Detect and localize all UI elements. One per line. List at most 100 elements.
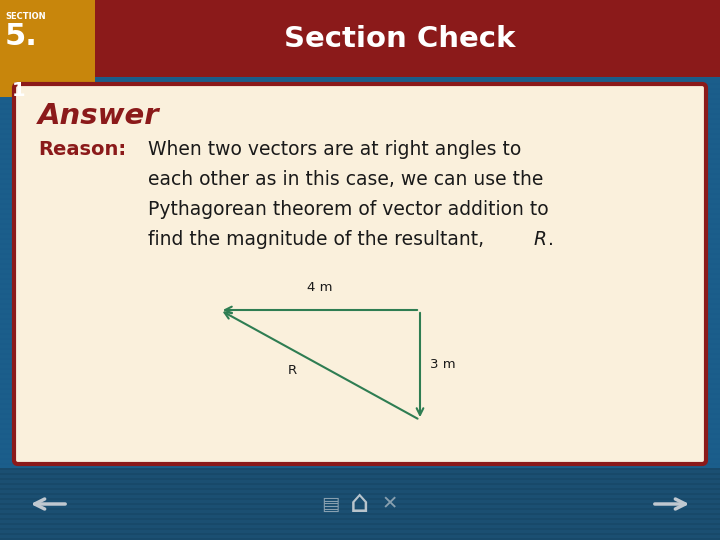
Bar xyxy=(0,468,720,540)
Bar xyxy=(0,198,720,200)
Bar xyxy=(0,477,720,480)
Text: Pythagorean theorem of vector addition to: Pythagorean theorem of vector addition t… xyxy=(148,200,549,219)
Bar xyxy=(0,462,720,465)
Text: ✕: ✕ xyxy=(382,495,398,514)
Bar xyxy=(0,213,720,215)
Bar xyxy=(0,63,720,65)
Text: 5.: 5. xyxy=(5,22,38,51)
Bar xyxy=(0,532,720,535)
Bar xyxy=(0,307,720,310)
Text: R: R xyxy=(533,230,546,249)
Bar xyxy=(0,8,720,10)
Bar xyxy=(0,448,720,450)
Bar xyxy=(0,503,720,505)
Bar xyxy=(0,127,720,130)
Bar xyxy=(0,508,720,510)
Bar xyxy=(0,103,720,105)
Bar xyxy=(0,353,720,355)
Bar xyxy=(0,453,720,455)
Bar xyxy=(0,238,720,240)
Bar xyxy=(0,373,720,375)
Bar xyxy=(0,313,720,315)
Bar xyxy=(0,192,720,195)
Bar xyxy=(0,397,720,400)
Bar xyxy=(0,218,720,220)
Bar xyxy=(0,377,720,380)
Bar xyxy=(0,132,720,135)
Bar xyxy=(0,183,720,185)
Bar xyxy=(0,253,720,255)
Bar xyxy=(0,333,720,335)
Text: find the magnitude of the resultant,: find the magnitude of the resultant, xyxy=(148,230,490,249)
Text: each other as in this case, we can use the: each other as in this case, we can use t… xyxy=(148,170,544,189)
Bar xyxy=(0,382,720,385)
Bar xyxy=(0,28,720,30)
Bar xyxy=(0,503,720,505)
Bar xyxy=(0,327,720,330)
Bar xyxy=(0,187,720,190)
Bar xyxy=(0,112,720,115)
Bar xyxy=(0,338,720,340)
Bar xyxy=(0,227,720,230)
Bar xyxy=(0,472,720,475)
Text: .: . xyxy=(548,230,554,249)
Bar xyxy=(0,202,720,205)
Bar xyxy=(0,402,720,405)
Bar xyxy=(0,468,720,470)
Bar xyxy=(0,497,720,500)
Bar xyxy=(0,468,720,470)
Bar xyxy=(0,483,720,485)
Text: Answer: Answer xyxy=(38,102,160,130)
Bar xyxy=(0,0,95,97)
Bar xyxy=(0,48,720,50)
Bar xyxy=(0,17,720,20)
Bar xyxy=(0,512,720,515)
Bar xyxy=(0,523,720,525)
Text: Reason:: Reason: xyxy=(38,140,126,159)
Bar xyxy=(0,72,720,75)
Text: 4 m: 4 m xyxy=(307,281,333,294)
Bar xyxy=(0,52,720,55)
Bar xyxy=(0,262,720,265)
Text: 3 m: 3 m xyxy=(430,359,456,372)
Bar xyxy=(0,472,720,475)
Text: ⌂: ⌂ xyxy=(351,489,369,518)
Bar xyxy=(0,43,720,45)
Bar xyxy=(0,0,720,77)
Bar xyxy=(0,87,720,90)
Bar xyxy=(0,488,720,490)
Bar xyxy=(0,278,720,280)
Text: When two vectors are at right angles to: When two vectors are at right angles to xyxy=(148,140,521,159)
Bar xyxy=(0,528,720,530)
Bar xyxy=(0,393,720,395)
Bar xyxy=(0,32,720,35)
Bar xyxy=(0,123,720,125)
Bar xyxy=(0,523,720,525)
Bar xyxy=(0,508,720,510)
Bar xyxy=(0,413,720,415)
Bar xyxy=(0,68,720,70)
Bar xyxy=(0,233,720,235)
Bar xyxy=(0,298,720,300)
Bar xyxy=(0,158,720,160)
Bar xyxy=(0,433,720,435)
Bar xyxy=(0,492,720,495)
Bar xyxy=(0,98,720,100)
Bar xyxy=(0,517,720,520)
Bar xyxy=(0,368,720,370)
Bar xyxy=(0,163,720,165)
Bar xyxy=(0,172,720,175)
Bar xyxy=(0,118,720,120)
Bar xyxy=(0,138,720,140)
Text: ▤: ▤ xyxy=(321,495,339,514)
Bar xyxy=(0,147,720,150)
Bar xyxy=(0,422,720,425)
Bar xyxy=(0,417,720,420)
Bar xyxy=(0,517,720,520)
Bar xyxy=(0,37,720,40)
Text: 1: 1 xyxy=(12,81,26,100)
Bar xyxy=(0,143,720,145)
Bar xyxy=(0,532,720,535)
Bar xyxy=(0,3,720,5)
Bar xyxy=(0,222,720,225)
